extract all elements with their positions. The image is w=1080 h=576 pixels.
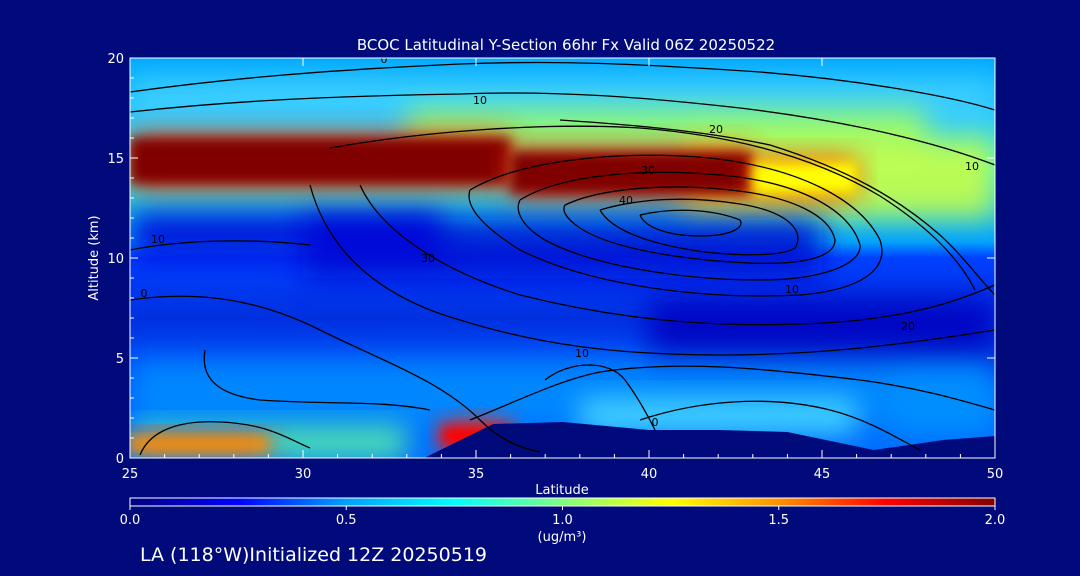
colorbar-tick-label: 0.0	[120, 513, 141, 528]
chart-title: BCOC Latitudinal Y-Section 66hr Fx Valid…	[357, 36, 775, 54]
contour-line	[130, 61, 995, 111]
x-tick-label: 45	[814, 467, 831, 482]
y-axis-label: Altitude (km)	[87, 215, 102, 300]
x-tick-label: 50	[987, 467, 1004, 482]
contour-line	[469, 365, 995, 421]
contour-line	[468, 154, 883, 297]
colorbar-tick-label: 1.0	[552, 513, 573, 528]
contour-label: 40	[619, 194, 633, 207]
x-tick-label: 30	[295, 467, 312, 482]
bc-layer	[130, 138, 511, 184]
contour-line	[599, 198, 799, 256]
contour-label: 0	[652, 416, 659, 429]
contour-label: 10	[575, 347, 589, 360]
contour-line	[130, 295, 541, 453]
colorbar-tick-label: 1.5	[768, 513, 789, 528]
contour-label: 0	[141, 287, 148, 300]
contour-line	[130, 240, 311, 251]
contour-line	[329, 125, 976, 291]
contour-line	[639, 400, 921, 451]
contour-line	[559, 119, 995, 296]
field-band	[130, 212, 442, 258]
bc-layer	[130, 438, 269, 450]
contour-label: 10	[785, 283, 799, 296]
contour-label: 10	[473, 94, 487, 107]
colorbar	[129, 497, 996, 507]
y-tick-label: 20	[107, 52, 124, 67]
contour-line	[359, 184, 995, 326]
contour-line	[309, 184, 995, 356]
contour-label: 0	[381, 53, 388, 66]
footer-text: LA (118°W)Initialized 12Z 20250519	[140, 544, 487, 566]
terrain	[130, 422, 995, 458]
contour-label: 10	[965, 160, 979, 173]
field-band	[130, 358, 995, 428]
contour-label: 10	[151, 233, 165, 246]
y-tick-label: 5	[116, 352, 124, 367]
colorbar-unit-label: (ug/m³)	[538, 530, 587, 545]
contour-label: 30	[641, 164, 655, 177]
y-tick-label: 10	[107, 252, 124, 267]
y-tick-label: 0	[116, 452, 124, 467]
x-tick-label: 35	[468, 467, 485, 482]
y-tick-label: 15	[107, 152, 124, 167]
contour-line	[130, 92, 995, 166]
contour-label: 20	[709, 123, 723, 136]
x-tick-label: 40	[641, 467, 658, 482]
colorbar-tick-label: 0.5	[336, 513, 357, 528]
contour-line	[139, 421, 311, 456]
x-tick-label: 25	[122, 467, 139, 482]
colorbar-tick-label: 2.0	[985, 513, 1006, 528]
bc-layer	[752, 162, 857, 194]
contour-label: 30	[421, 252, 435, 265]
contour-line	[517, 171, 861, 281]
contour-line	[203, 349, 431, 411]
contour-label: 20	[901, 320, 915, 333]
contour-line	[639, 209, 742, 237]
x-axis-label: Latitude	[535, 483, 589, 498]
field-band	[891, 378, 995, 434]
contour-line	[563, 186, 836, 264]
